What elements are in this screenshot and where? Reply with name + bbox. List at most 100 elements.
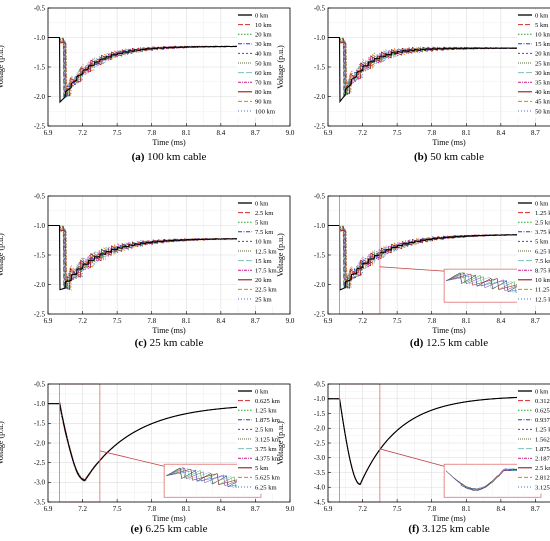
zoom-connector xyxy=(379,266,445,272)
y-tick-label: -1.0 xyxy=(314,34,326,42)
x-tick-label: 7.2 xyxy=(358,129,367,137)
x-tick-label: 8.1 xyxy=(462,505,471,513)
legend-label: 12.5 km xyxy=(535,296,550,303)
legend-label: 7.5 km xyxy=(535,258,550,265)
y-tick-label: -2.0 xyxy=(34,439,46,447)
legend-box xyxy=(237,10,289,118)
caption-tag: (f) xyxy=(408,523,419,535)
x-tick-label: 8.4 xyxy=(496,317,505,325)
x-tick-label: 8.1 xyxy=(182,505,191,513)
y-tick-label: -0.5 xyxy=(34,192,46,200)
y-tick-label: -2.0 xyxy=(314,281,326,289)
y-tick-label: -1.0 xyxy=(314,395,326,403)
x-tick-label: 8.4 xyxy=(216,129,225,137)
legend-box xyxy=(237,386,289,494)
y-tick-label: -1.5 xyxy=(34,63,46,71)
series-line xyxy=(328,36,518,104)
panel-caption: (a) 100 km cable xyxy=(132,151,207,163)
y-tick-label: -2.0 xyxy=(34,281,46,289)
x-tick-label: 9.0 xyxy=(286,505,295,513)
legend-label: 50 km xyxy=(255,60,273,67)
x-tick-label: 7.5 xyxy=(113,505,122,513)
panel-caption: (e) 6.25 km cable xyxy=(131,523,208,535)
x-axis-label: Time (ms) xyxy=(432,514,466,523)
legend-label: 10 km xyxy=(255,239,273,246)
y-axis-label: Voltage (p.u.) xyxy=(0,421,5,465)
legend-label: 3.125 km xyxy=(255,436,281,443)
y-tick-label: -3.0 xyxy=(314,454,326,462)
legend-label: 70 km xyxy=(255,80,273,87)
legend-label: 11.25 km xyxy=(535,287,550,294)
y-tick-label: -0.5 xyxy=(314,4,326,12)
x-tick-label: 7.2 xyxy=(78,129,87,137)
legend-label: 15 km xyxy=(255,258,273,265)
x-tick-label: 9.0 xyxy=(286,129,295,137)
legend: 0 km 0.625 km 1.25 km 1.875 km 2.5 km 3.125 k… xyxy=(237,386,289,494)
legend-label: 0 km xyxy=(535,388,549,395)
legend-label: 17.5 km xyxy=(255,268,277,275)
caption-tag: (c) xyxy=(135,337,148,349)
y-tick-label: -1.0 xyxy=(34,400,46,408)
chart-panel: 6.9 7.2 7.5 7.8 8.1 8.4 8.7 9.0 -0.5 -1.0 -1.5 -2.0… xyxy=(0,192,295,349)
chart-panel: 6.9 7.2 7.5 7.8 8.1 8.4 8.7 9.0 -0.5 -1.0 -1.5 -2.0… xyxy=(276,4,550,163)
legend-label: 12.5 km xyxy=(255,248,277,255)
caption-text: 100 km cable xyxy=(144,151,206,163)
caption-text: 12.5 km cable xyxy=(423,337,488,349)
y-tick-label: -2.0 xyxy=(314,93,326,101)
caption-text: 6.25 km cable xyxy=(143,523,208,535)
x-tick-label: 7.8 xyxy=(427,505,436,513)
legend: 0 km 2.5 km 5 km 7.5 km 10 km 12.5 km 15 km 17.… xyxy=(237,198,289,306)
x-tick-label: 7.2 xyxy=(78,317,87,325)
legend-label: 15 km xyxy=(535,41,550,48)
legend: 0 km 5 km 10 km 15 km 20 km 25 km 30 km 35 km 40… xyxy=(517,10,550,118)
y-tick-label: -1.0 xyxy=(314,222,326,230)
x-tick-label: 8.1 xyxy=(182,317,191,325)
x-tick-label: 8.4 xyxy=(496,129,505,137)
y-tick-label: -0.5 xyxy=(314,380,326,388)
x-axis-label: Time (ms) xyxy=(152,326,186,335)
y-tick-label: -2.5 xyxy=(34,122,46,130)
x-tick-label: 8.4 xyxy=(496,505,505,513)
x-tick-label: 6.9 xyxy=(44,505,53,513)
y-tick-label: -0.5 xyxy=(34,4,46,12)
x-tick-label: 8.7 xyxy=(531,129,540,137)
legend-label: 3.75 km xyxy=(535,229,550,236)
chart-panel: 6.9 7.2 7.5 7.8 8.1 8.4 8.7 9.0 -0.5 -1.0 -1.5 -2.0… xyxy=(276,192,550,349)
legend-label: 10 km xyxy=(255,22,273,29)
y-tick-label: -4.0 xyxy=(314,484,326,492)
legend-label: 5.625 km xyxy=(255,475,281,482)
x-axis-label: Time (ms) xyxy=(432,326,466,335)
y-tick-label: -1.5 xyxy=(34,251,46,259)
x-tick-label: 8.4 xyxy=(216,317,225,325)
legend-label: 22.5 km xyxy=(255,287,277,294)
legend-label: 0 km xyxy=(255,12,269,19)
x-tick-label: 6.9 xyxy=(324,505,333,513)
legend-label: 100 km xyxy=(255,108,276,115)
y-tick-label: -3.0 xyxy=(34,479,46,487)
y-tick-label: -0.5 xyxy=(34,380,46,388)
y-tick-label: -1.5 xyxy=(314,63,326,71)
legend-label: 5 km xyxy=(535,22,549,29)
legend-label: 0 km xyxy=(255,388,269,395)
legend-label: 5 km xyxy=(255,465,269,472)
legend-label: 50 km xyxy=(535,108,550,115)
x-tick-label: 7.2 xyxy=(78,505,87,513)
x-axis-label: Time (ms) xyxy=(152,514,186,523)
legend-label: 2.5 km xyxy=(535,465,550,472)
x-tick-label: 8.7 xyxy=(531,505,540,513)
legend-label: 3.75 km xyxy=(255,446,277,453)
y-tick-label: -4.5 xyxy=(314,498,326,506)
legend-label: 0.625 km xyxy=(535,408,550,415)
x-tick-label: 8.1 xyxy=(462,129,471,137)
x-tick-label: 8.1 xyxy=(182,129,191,137)
series-line xyxy=(328,224,518,291)
legend-label: 5 km xyxy=(255,220,269,227)
y-tick-label: -3.5 xyxy=(34,498,46,506)
x-tick-label: 8.1 xyxy=(462,317,471,325)
caption-tag: (d) xyxy=(410,337,424,349)
legend-label: 6.25 km xyxy=(535,248,550,255)
legend-label: 1.875 km xyxy=(255,417,281,424)
legend: 0 km 10 km 20 km 30 km 40 km 50 km 60 km 70 km 8… xyxy=(237,10,289,118)
legend-label: 2.5 km xyxy=(255,210,274,217)
legend-label: 25 km xyxy=(255,296,273,303)
